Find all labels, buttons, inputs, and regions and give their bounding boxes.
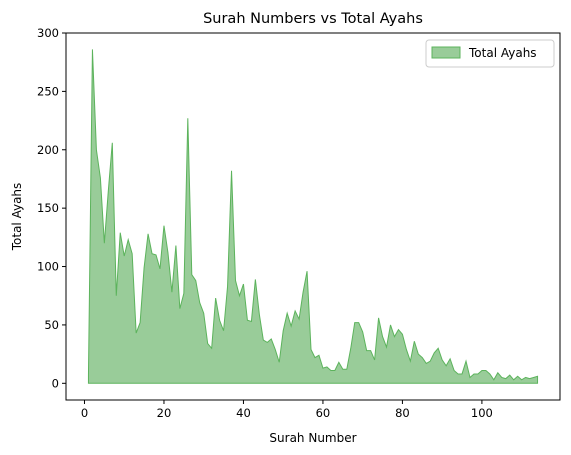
x-axis-label: Surah Number [269,431,356,445]
y-axis-label: Total Ayahs [10,183,24,252]
y-tick-label: 0 [52,376,59,390]
y-tick-label: 50 [44,318,59,332]
y-tick-label: 100 [37,260,59,274]
x-tick-label: 80 [395,406,410,420]
y-tick-label: 150 [37,201,59,215]
legend-label: Total Ayahs [468,46,537,60]
chart-title: Surah Numbers vs Total Ayahs [203,11,423,27]
x-tick-label: 40 [236,406,251,420]
x-tick-label: 60 [316,406,331,420]
x-tick-label: 100 [471,406,493,420]
y-tick-label: 250 [37,84,59,98]
y-tick-label: 300 [37,26,59,40]
y-tick-label: 200 [37,143,59,157]
x-tick-label: 0 [81,406,88,420]
legend-swatch [432,47,460,58]
legend: Total Ayahs [426,40,554,67]
x-tick-label: 20 [157,406,172,420]
